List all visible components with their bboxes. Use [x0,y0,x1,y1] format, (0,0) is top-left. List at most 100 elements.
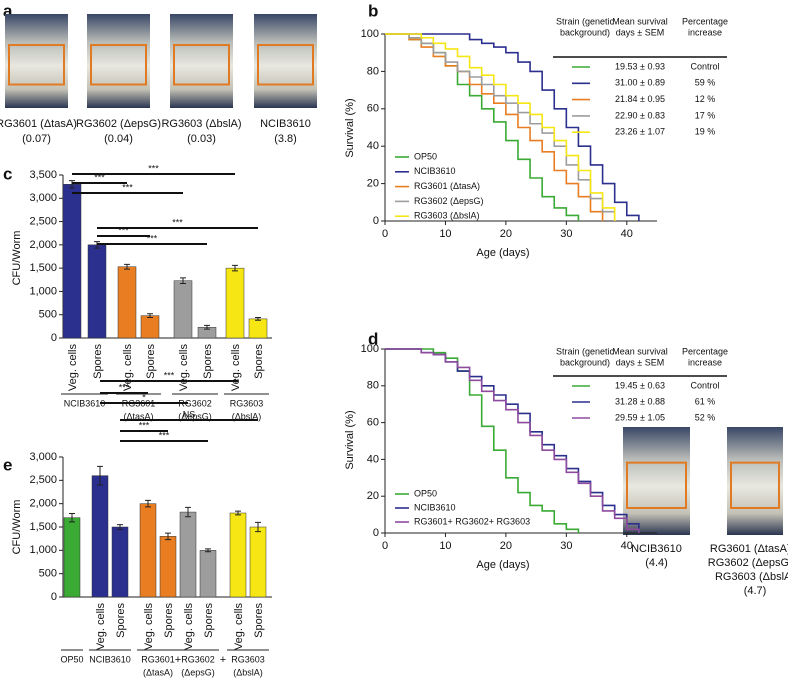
group-label: (ΔepsG) [178,411,212,421]
bar [199,550,217,598]
significance-label: *** [139,420,150,430]
photo-caption: (0.04) [104,133,133,145]
table-header: Strain (genetic [556,346,615,356]
group-label: (ΔbslA) [233,667,263,677]
survival-curve [385,348,580,533]
x-tick-label: 30 [560,228,572,240]
significance-label: *** [164,370,175,380]
photo-caption: NCIB3610 [631,543,682,555]
x-tick-label: 20 [500,228,512,240]
y-tick-label: 60 [367,103,379,115]
table-header: Percentage [682,16,728,26]
x-tick-label: 40 [621,540,633,552]
x-tick-label: Spores [163,603,175,638]
y-tick-label: 3,000 [29,451,57,463]
photo-frame [173,44,230,86]
table-cell: Control [690,61,719,71]
table-cell: 52 % [695,412,716,422]
bar [248,318,268,339]
y-tick-label: 1,500 [29,521,57,533]
table-cell: 19 % [695,127,716,137]
x-tick-label: Veg. cells [143,603,155,651]
photo-caption: RG3601 (ΔtasA) + [710,543,788,555]
error-bar [69,512,75,523]
x-tick-label: Spores [115,603,127,638]
y-tick-label: 40 [367,453,379,465]
error-bar [255,317,261,321]
group-label: NCIB3610 [89,654,131,664]
y-tick-label: 3,000 [29,192,57,204]
y-tick-label: 3,500 [29,169,57,181]
photo-caption: (0.03) [187,133,216,145]
table-cell: 29.59 ± 1.05 [615,412,665,422]
group-label: (ΔepsG) [181,667,215,677]
photo-caption: RG3603 (ΔbslA) [715,571,788,583]
y-tick-label: 500 [39,309,57,321]
table-cell: 22.90 ± 0.83 [615,110,665,120]
y-axis-label: CFU/Worm [11,231,23,286]
group-label: (ΔtasA) [143,667,173,677]
error-bar [117,524,123,530]
group-label: OP50 [60,654,83,664]
photo-frame [8,44,65,86]
group-label: RG3601 [141,654,175,664]
panel-letter: b [368,1,378,20]
table-header: Strain (genetic [556,16,615,26]
table-cell: 17 % [695,110,716,120]
photo-caption: RG3601 (ΔtasA) [0,118,77,130]
legend-label: OP50 [414,488,437,498]
group-joiner: + [220,654,226,666]
error-bar [232,264,238,272]
table-header: Mean survival [612,346,668,356]
y-tick-label: 60 [367,417,379,429]
error-bar [147,313,153,319]
survival-curve [385,33,640,221]
bar [249,526,267,598]
group-label: NCIB3610 [64,398,106,408]
error-bar [145,499,151,508]
x-tick-label: Spores [203,603,215,638]
y-tick-label: 2,000 [29,498,57,510]
y-axis-label: Survival (%) [344,410,356,469]
y-axis-label: CFU/Worm [11,500,23,555]
y-tick-label: 2,500 [29,215,57,227]
significance-label: *** [147,233,158,243]
photo-caption: (3.8) [274,133,297,145]
error-bar [185,506,191,518]
legend-label: OP50 [414,151,437,161]
x-tick-label: Veg. cells [233,603,245,651]
table-cell: 19.53 ± 0.93 [615,61,665,71]
photo-caption: RG3602 (ΔepsG) [76,118,161,130]
photo-caption: NCIB3610 [260,118,311,130]
y-tick-label: 0 [51,332,57,344]
table-cell: 61 % [695,396,716,406]
table-header: background) [560,357,610,367]
table-header: increase [688,27,722,37]
significance-label: *** [122,182,133,192]
panel-letter: c [3,164,12,183]
x-tick-label: 0 [382,540,388,552]
photo-frame [626,461,687,510]
x-tick-label: Spores [253,344,265,379]
photo-caption: (4.7) [744,585,767,597]
x-tick-label: Spores [253,603,265,638]
photo-caption: RG3602 (ΔepsG) + [708,557,788,569]
y-tick-label: 40 [367,140,379,152]
y-tick-label: 0 [51,591,57,603]
photo-frame [730,461,780,510]
photo-caption: (0.07) [22,133,51,145]
photo-frame [257,44,314,86]
x-tick-label: Spores [92,344,104,379]
bar [111,526,129,598]
x-tick-label: Veg. cells [95,603,107,651]
x-tick-label: Veg. cells [230,344,242,392]
panel-letter: a [3,1,13,20]
bar [91,475,109,598]
significance-label: *** [118,225,129,235]
photo [254,14,317,108]
group-label: (ΔtasA) [123,411,153,421]
y-tick-label: 20 [367,178,379,190]
x-axis-label: Age (days) [476,559,529,571]
significance-label: *** [94,172,105,182]
